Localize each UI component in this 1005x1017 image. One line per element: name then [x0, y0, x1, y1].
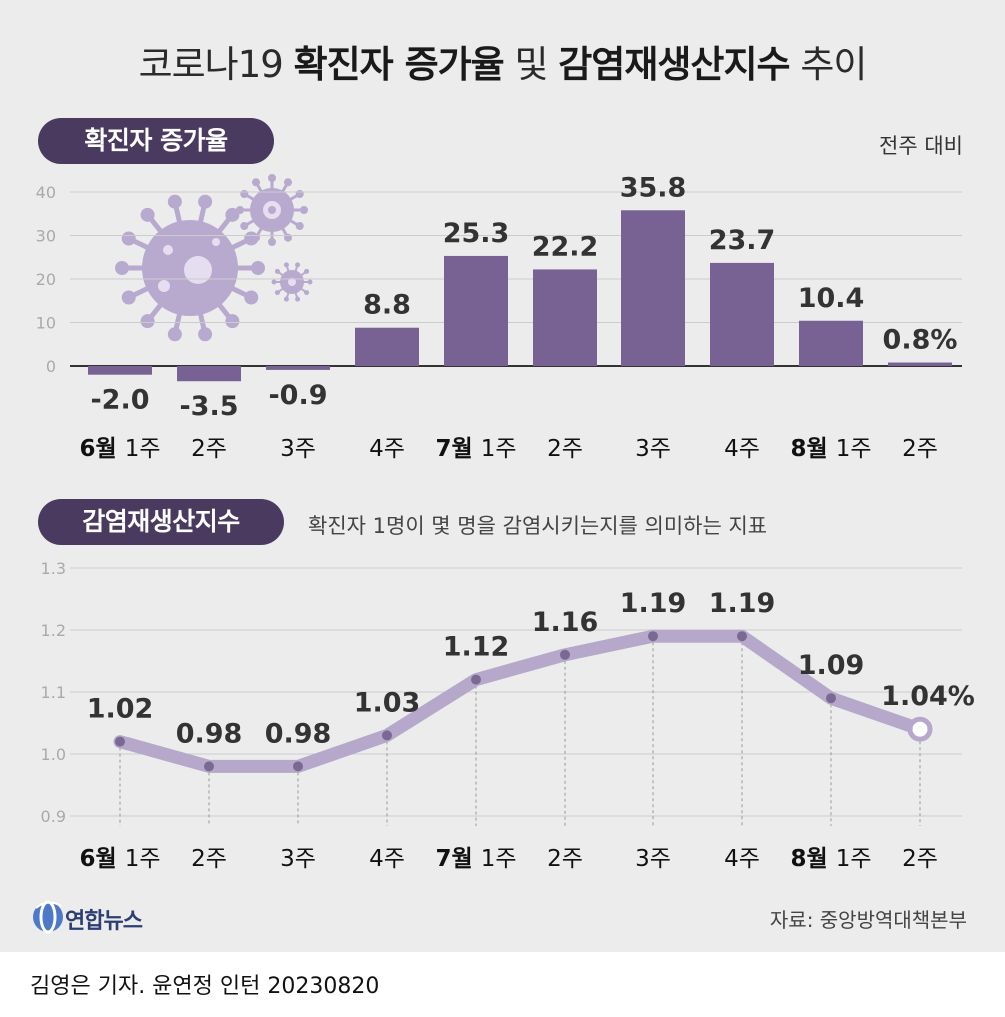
y-tick-label: 40	[36, 183, 56, 202]
data-point	[826, 693, 836, 704]
data-label: -2.0	[90, 385, 149, 416]
data-point	[737, 631, 747, 642]
data-label: 1.03	[354, 687, 421, 718]
bar	[799, 320, 863, 366]
data-point	[471, 674, 481, 685]
data-label: 10.4	[798, 283, 865, 314]
data-label: 22.2	[532, 231, 599, 262]
bar	[710, 262, 774, 366]
data-label: 1.12	[443, 632, 510, 663]
credit-line: 김영은 기자. 윤연정 인턴 20230820	[30, 974, 380, 999]
data-label: 0.98	[176, 718, 243, 749]
y-tick-label: 1.1	[41, 683, 66, 702]
x-tick-label: 6월 1주	[80, 436, 161, 462]
data-label: 0.98	[265, 718, 332, 749]
x-tick-label: 4주	[369, 846, 405, 872]
y-tick-label: 20	[36, 270, 56, 289]
x-tick-label: 4주	[724, 846, 760, 872]
data-point	[204, 761, 214, 772]
bar	[444, 255, 508, 366]
x-tick-label: 8월 1주	[791, 436, 872, 462]
data-point	[560, 649, 570, 660]
x-tick-label: 6월 1주	[80, 846, 161, 872]
virus-small-icon	[271, 262, 313, 302]
data-label: 1.19	[620, 588, 687, 619]
data-point	[382, 730, 392, 741]
x-tick-label: 7월 1주	[436, 436, 517, 462]
data-label: -0.9	[268, 380, 327, 411]
virus-icon	[115, 174, 313, 342]
bar	[533, 269, 597, 366]
y-tick-label: 1.0	[41, 745, 66, 764]
data-point	[115, 736, 125, 747]
data-label: -3.5	[179, 391, 238, 422]
y-tick-label: 0	[46, 357, 56, 376]
x-tick-label: 2주	[902, 436, 938, 462]
line-chart: 0.9 1.0 1.1 1.2 1.3 1.02 0.98 0.98 1.03 1.12 1.16…	[41, 560, 975, 872]
bar	[888, 362, 952, 366]
bar	[266, 366, 330, 370]
data-label: 1.09	[798, 650, 865, 681]
data-label: 23.7	[709, 225, 776, 256]
data-point	[293, 761, 303, 772]
x-tick-label: 4주	[724, 436, 760, 462]
y-tick-label: 1.3	[41, 560, 66, 578]
virus-large-icon	[115, 194, 265, 342]
data-label: 35.8	[620, 172, 687, 203]
x-tick-label: 2주	[547, 436, 583, 462]
x-tick-label: 2주	[902, 846, 938, 872]
x-tick-label: 3주	[280, 436, 316, 462]
data-label: 1.19	[709, 588, 776, 619]
x-tick-label: 4주	[369, 436, 405, 462]
section-description: 확진자 1명이 몇 명을 감염시키는지를 의미하는 지표	[308, 514, 768, 538]
source-label: 자료: 중앙방역대책본부	[769, 908, 967, 932]
data-label: 25.3	[443, 218, 510, 249]
data-label: 8.8	[363, 290, 411, 321]
bar	[355, 327, 419, 366]
infographic-card: 코로나19 확진자 증가율 및 감염재생산지수 추이 확진자 증가율 전주 대비	[0, 0, 1005, 952]
y-tick-label: 0.9	[41, 807, 66, 826]
x-tick-label: 3주	[280, 846, 316, 872]
section-pill-reproduction: 감염재생산지수	[38, 499, 284, 545]
series-line	[113, 629, 927, 773]
logo-icon	[33, 900, 63, 934]
main-title: 코로나19 확진자 증가율 및 감염재생산지수 추이	[138, 43, 868, 86]
y-tick-label: 10	[36, 314, 56, 333]
data-label: 1.02	[87, 694, 154, 725]
x-tick-label: 3주	[635, 436, 671, 462]
bar	[177, 366, 241, 382]
data-point	[907, 716, 933, 742]
x-tick-label: 7월 1주	[436, 846, 517, 872]
x-tick-label: 2주	[547, 846, 583, 872]
data-label: 1.04%	[881, 681, 975, 712]
x-tick-label: 2주	[191, 436, 227, 462]
x-tick-label: 2주	[191, 846, 227, 872]
x-tick-label: 3주	[635, 846, 671, 872]
data-label: 0.8%	[883, 325, 958, 356]
logo-text: 연합뉴스	[65, 909, 143, 934]
section-pill-growth-rate: 확진자 증가율	[38, 118, 274, 164]
bar	[88, 366, 152, 375]
bar-chart: 0 10 20 30 40 -2.0 -3.5 -0.9 8.8 25.3 22.2 35.8 23.…	[36, 172, 962, 462]
data-point	[648, 631, 658, 642]
bar	[621, 210, 685, 366]
y-tick-label: 30	[36, 227, 56, 246]
x-tick-label: 8월 1주	[791, 846, 872, 872]
unit-label: 전주 대비	[879, 134, 963, 158]
data-label: 1.16	[532, 607, 599, 638]
y-tick-label: 1.2	[41, 621, 66, 640]
